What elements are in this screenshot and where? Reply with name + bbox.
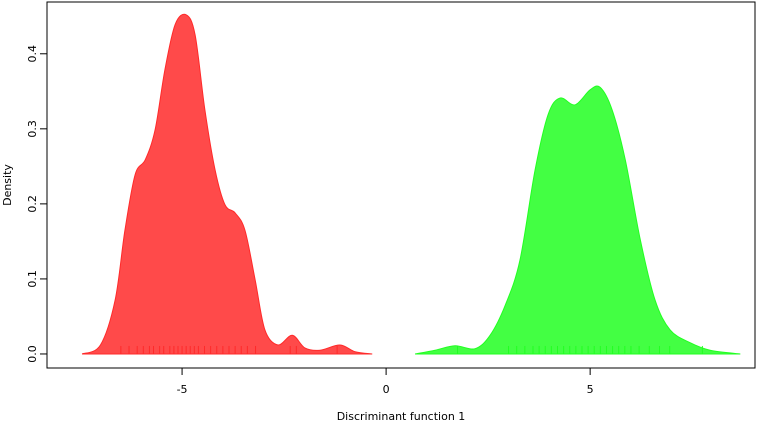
y-tick-label: 0.4 [26, 45, 39, 63]
x-tick-label: -5 [177, 383, 188, 396]
y-tick-label: 0.2 [26, 195, 39, 213]
y-axis-label: Density [1, 164, 14, 206]
density-area [414, 85, 741, 355]
y-tick-label: 0.0 [26, 345, 39, 363]
density-area [81, 13, 373, 355]
plot-box [46, 1, 756, 369]
y-tick-label: 0.3 [26, 120, 39, 138]
x-axis-label: Discriminant function 1 [337, 410, 466, 423]
x-tick-label: 5 [587, 383, 594, 396]
y-tick-label: 0.1 [26, 270, 39, 288]
x-tick-label: 0 [383, 383, 390, 396]
